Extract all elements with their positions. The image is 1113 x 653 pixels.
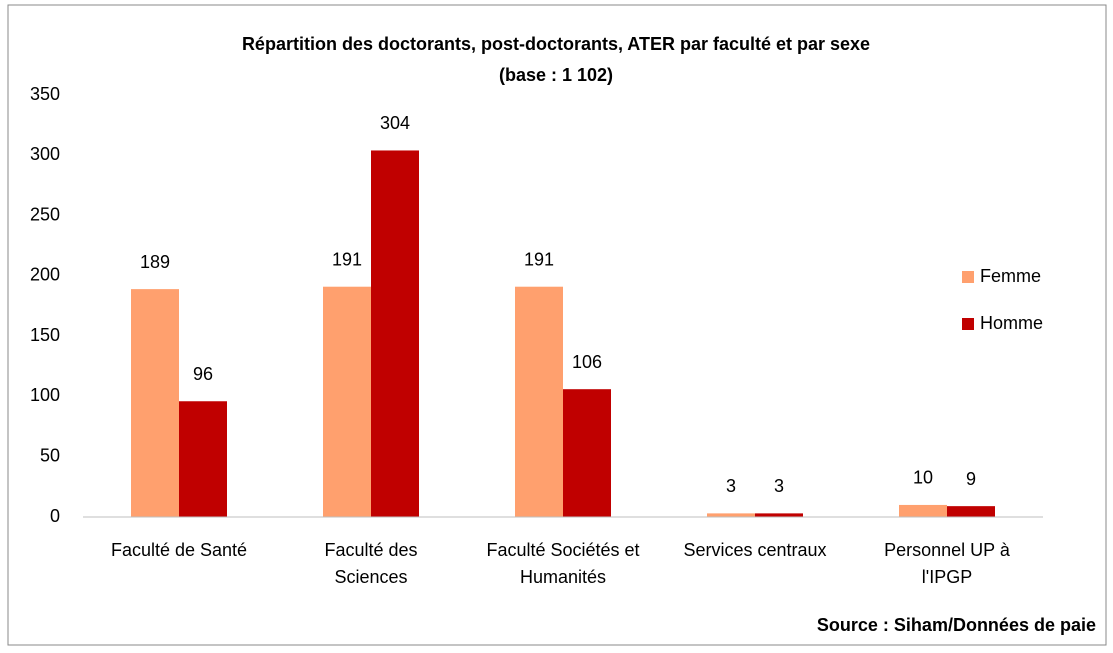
- y-tick-label: 250: [30, 204, 60, 224]
- bar: [515, 286, 563, 517]
- bar: [179, 401, 227, 517]
- data-label: 3: [726, 476, 736, 496]
- bar: [899, 504, 947, 517]
- data-label: 191: [332, 249, 362, 269]
- data-label: 191: [524, 249, 554, 269]
- bar: [131, 289, 179, 517]
- y-tick-label: 0: [50, 506, 60, 526]
- data-label: 9: [966, 469, 976, 489]
- data-label: 189: [140, 252, 170, 272]
- legend-swatch: [962, 318, 974, 330]
- bar: [371, 150, 419, 517]
- bar: [707, 513, 755, 517]
- legend-label: Femme: [980, 266, 1041, 286]
- x-tick-label: Faculté des: [324, 540, 417, 560]
- bar: [755, 513, 803, 517]
- y-tick-label: 150: [30, 325, 60, 345]
- y-tick-label: 200: [30, 265, 60, 285]
- x-tick-label: Personnel UP à: [884, 540, 1011, 560]
- data-label: 106: [572, 352, 602, 372]
- chart-title: Répartition des doctorants, post-doctora…: [242, 34, 870, 54]
- data-label: 3: [774, 476, 784, 496]
- x-tick-label: Services centraux: [683, 540, 826, 560]
- y-tick-label: 350: [30, 84, 60, 104]
- source-note: Source : Siham/Données de paie: [817, 615, 1096, 635]
- data-label: 96: [193, 364, 213, 384]
- legend-label: Homme: [980, 313, 1043, 333]
- x-tick-label: Faculté Sociétés et: [486, 540, 639, 560]
- bar: [563, 389, 611, 517]
- bar: [323, 286, 371, 517]
- legend-swatch: [962, 271, 974, 283]
- bar: [947, 506, 995, 517]
- x-tick-label: Sciences: [334, 567, 407, 587]
- y-tick-label: 300: [30, 144, 60, 164]
- chart-subtitle: (base : 1 102): [499, 65, 613, 85]
- y-tick-label: 50: [40, 445, 60, 465]
- x-tick-label: Humanités: [520, 567, 606, 587]
- x-tick-label: Faculté de Santé: [111, 540, 247, 560]
- y-tick-label: 100: [30, 385, 60, 405]
- data-label: 10: [913, 468, 933, 488]
- x-tick-label: l'IPGP: [922, 567, 972, 587]
- data-label: 304: [380, 113, 410, 133]
